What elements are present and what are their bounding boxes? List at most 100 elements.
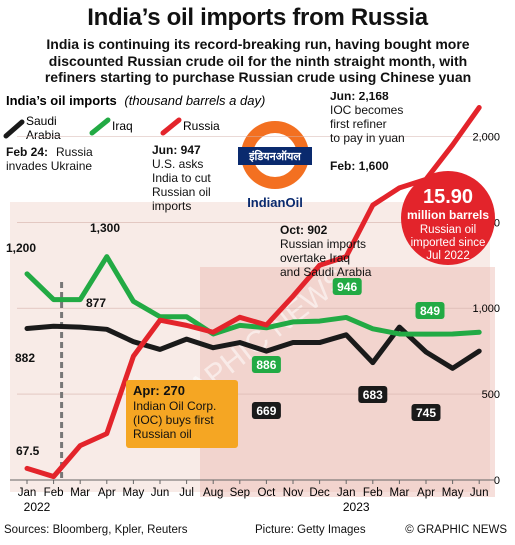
callout-text-1: Russian oil <box>420 224 476 236</box>
x-tick-label: Apr <box>98 487 116 499</box>
legend-label-russia: Russia <box>183 119 220 133</box>
data-point <box>264 349 269 354</box>
data-point <box>344 315 349 320</box>
data-point <box>211 330 216 335</box>
value-badge-text: 745 <box>416 406 436 420</box>
indianoil-logo: इंडियनऑयल IndianOil <box>238 121 312 210</box>
annotation-text: 882 <box>15 351 35 365</box>
x-tick-label: Mar <box>70 487 90 499</box>
legend-label-saudi: Saudi <box>26 114 57 128</box>
page-subtitle: India is continuing its record-breaking … <box>44 36 472 85</box>
series-line-russia <box>24 104 482 480</box>
data-point <box>344 332 349 337</box>
data-point <box>370 326 375 331</box>
annotation-text: Russian oil <box>152 185 211 199</box>
annotation-text: first refiner <box>330 117 387 131</box>
data-point <box>370 360 375 365</box>
legend-swatch-saudi <box>3 119 25 139</box>
annotation-text: 877 <box>86 296 106 310</box>
annotation-text: overtake Iraq <box>280 251 350 265</box>
data-point <box>477 330 482 335</box>
data-point <box>237 340 242 345</box>
picture-credit: Picture: Getty Images <box>255 524 366 536</box>
apr-note-text: (IOC) buys first <box>133 413 214 427</box>
value-badge-text: 849 <box>420 304 440 318</box>
line-chart: GRAPHIC NEWS India’s oil imports (thousa… <box>0 92 515 517</box>
data-point <box>477 105 482 110</box>
x-tick-label: Jun <box>470 487 489 499</box>
apr-note-head: Apr: 270 <box>133 383 185 398</box>
event-label-text: Russia <box>56 145 93 159</box>
x-tick-label: Feb <box>44 487 64 499</box>
annotation-text: and Saudi Arabia <box>280 265 372 279</box>
value-badge <box>332 278 362 295</box>
data-point <box>78 297 83 302</box>
annotation-text: 1,200 <box>6 241 36 255</box>
value-badge <box>251 402 281 419</box>
data-point <box>104 327 109 332</box>
value-badge-text: 946 <box>337 280 357 294</box>
annotation-text: Jun: 947 <box>152 143 201 157</box>
x-tick-label: Apr <box>417 487 435 499</box>
data-point <box>51 297 56 302</box>
chart-title: India’s oil imports (thousand barrels a … <box>6 93 265 108</box>
x-tick-label: Jan <box>337 487 356 499</box>
legend-label-saudi-2: Arabia <box>26 128 61 142</box>
data-point <box>291 319 295 324</box>
annotation-text: Feb: 1,600 <box>330 159 389 173</box>
callout-badge: 15.90 million barrels Russian oil import… <box>401 171 495 265</box>
x-tick-label: Sep <box>230 487 250 499</box>
banknote-portrait-area <box>200 267 495 497</box>
callout-text-2: imported since <box>411 237 486 249</box>
data-point <box>211 345 216 350</box>
data-point <box>317 263 322 268</box>
callout-value: 15.90 <box>423 186 473 208</box>
value-badge <box>251 356 281 373</box>
y-tick-label: 2,000 <box>472 131 500 143</box>
data-point <box>424 349 428 354</box>
data-point <box>344 254 349 259</box>
annotation-text: IOC becomes <box>330 103 403 117</box>
x-axis: Jan Feb Mar Apr May Jun Jul Aug Sep Oct Nov Dec Jan F… <box>10 479 495 514</box>
data-point <box>25 326 29 331</box>
data-point <box>397 325 402 330</box>
value-badge-text: 669 <box>256 404 276 418</box>
data-point <box>51 324 56 329</box>
logo-hindi-text: इंडियनऑयल <box>248 149 301 163</box>
annotation-text: Russian imports <box>280 237 366 251</box>
apr-note-text: Indian Oil Corp. <box>133 399 216 413</box>
callout-circle <box>401 171 495 265</box>
logo-name: IndianOil <box>247 195 303 210</box>
x-tick-label: Mar <box>389 487 409 499</box>
x-tick-label: Nov <box>283 487 304 499</box>
x-tick-label: Feb <box>363 487 383 499</box>
x-tick-label: Jun <box>151 487 170 499</box>
x-tick-label: May <box>442 487 464 499</box>
annotation-text: U.S. asks <box>152 157 203 171</box>
x-tick-label: Jan <box>18 487 37 499</box>
annotation-text: 1,300 <box>90 221 120 235</box>
data-point <box>131 299 136 304</box>
data-point <box>397 331 402 336</box>
data-point <box>158 314 162 319</box>
data-point <box>104 431 109 436</box>
data-point <box>237 315 242 320</box>
y-tick-label: 500 <box>482 389 500 401</box>
value-badge-text: 886 <box>256 358 276 372</box>
data-point <box>131 339 136 344</box>
data-point <box>237 323 242 328</box>
data-point <box>291 340 295 345</box>
data-point <box>450 331 455 336</box>
event-label-date: Feb 24: <box>6 145 48 159</box>
annotation-text: imports <box>152 199 191 213</box>
data-point <box>264 323 269 328</box>
value-badge-text: 683 <box>363 388 383 402</box>
annotation-text: 67.5 <box>16 444 40 458</box>
callout-unit: million barrels <box>407 208 489 222</box>
y-tick-label: 0 <box>494 475 500 487</box>
page-title: India’s oil imports from Russia <box>87 4 428 31</box>
copyright: © GRAPHIC NEWS <box>405 524 507 536</box>
series-line-iraq <box>24 254 482 337</box>
data-point <box>184 314 189 319</box>
